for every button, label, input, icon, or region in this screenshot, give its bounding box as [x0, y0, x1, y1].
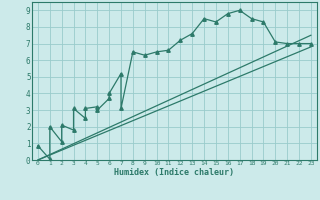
X-axis label: Humidex (Indice chaleur): Humidex (Indice chaleur) — [115, 168, 234, 177]
